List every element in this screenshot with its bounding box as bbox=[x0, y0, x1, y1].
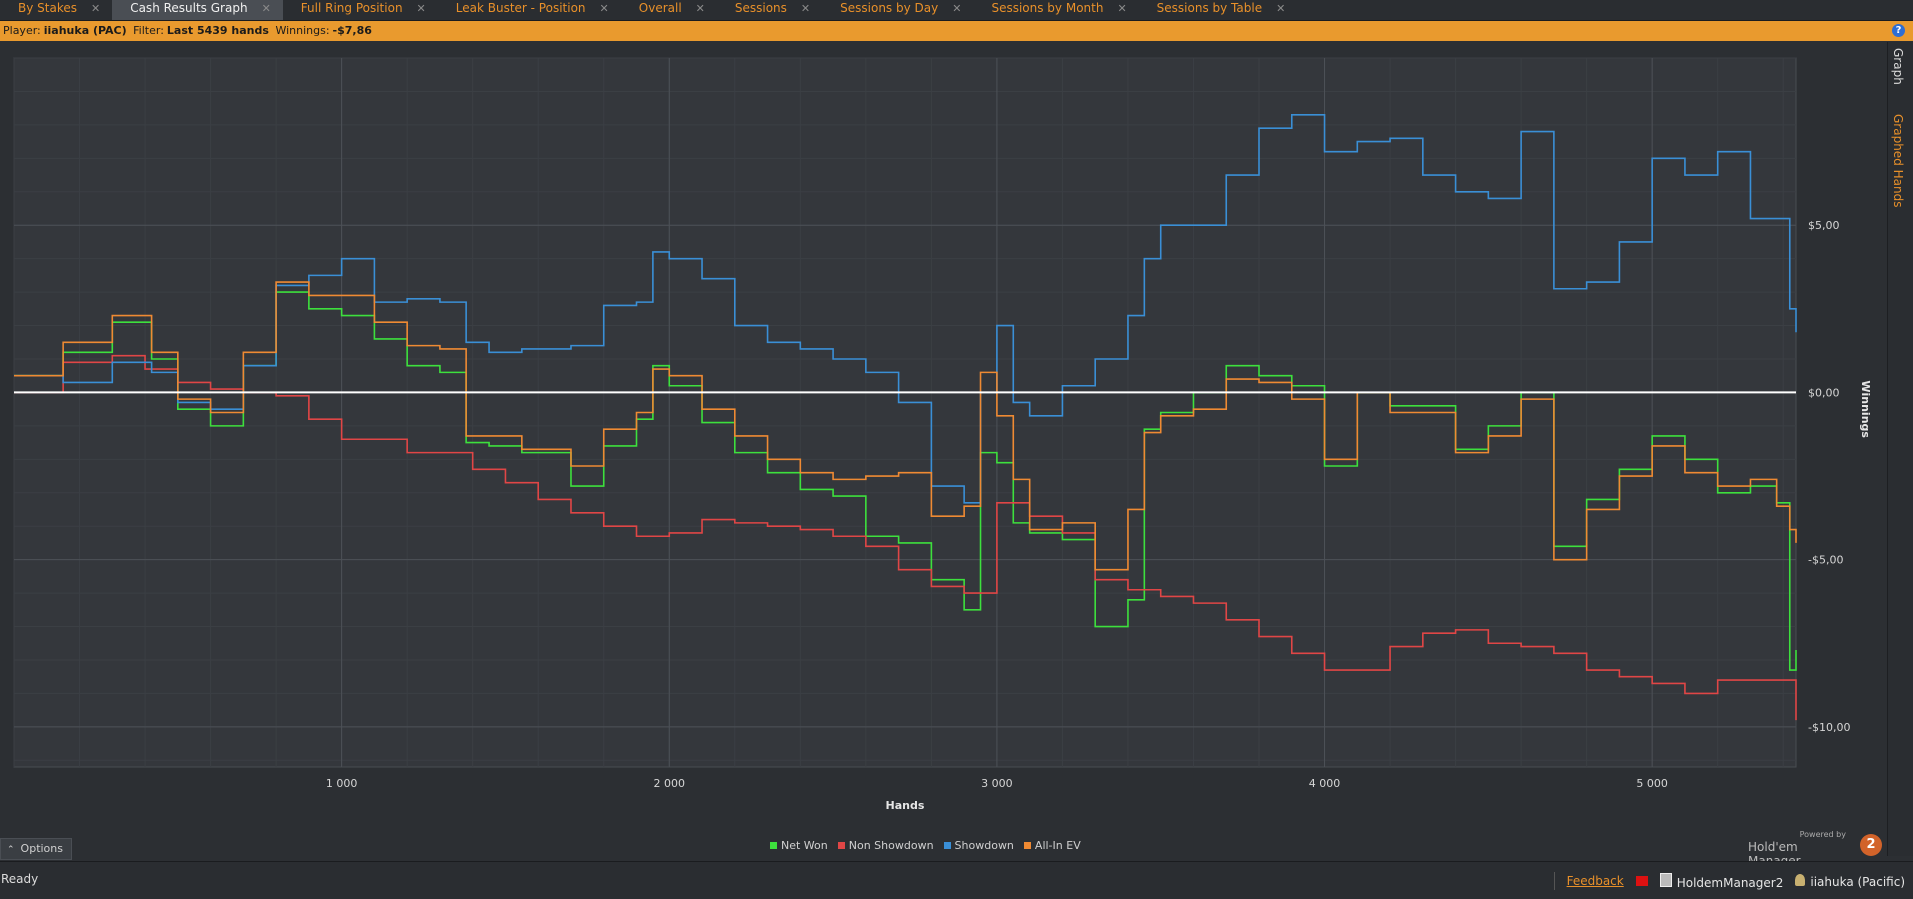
tab-label: Leak Buster - Position bbox=[455, 1, 586, 15]
tab-leak-buster-position[interactable]: Leak Buster - Position ✕ bbox=[438, 0, 621, 20]
player-name: iiahuka (PAC) bbox=[43, 24, 127, 37]
tab-label: Sessions by Month bbox=[991, 1, 1104, 15]
legend-swatch bbox=[770, 842, 777, 849]
tab-full-ring-position[interactable]: Full Ring Position ✕ bbox=[283, 0, 438, 20]
tab-label: Sessions bbox=[734, 1, 787, 15]
database-icon bbox=[1659, 872, 1672, 887]
close-icon[interactable]: ✕ bbox=[599, 2, 609, 15]
series-line-non-showdown bbox=[14, 354, 1797, 721]
tab-label: Full Ring Position bbox=[300, 1, 403, 15]
legend-label: Non Showdown bbox=[848, 839, 934, 852]
x-tick-label: 5 000 bbox=[1636, 777, 1668, 790]
close-icon[interactable]: ✕ bbox=[90, 2, 101, 15]
filter-label: Filter: bbox=[133, 24, 164, 37]
flag-icon[interactable] bbox=[1635, 876, 1648, 886]
plot-area bbox=[13, 57, 1797, 768]
app-status[interactable]: HoldemManager2 bbox=[1659, 872, 1784, 890]
tab-label: By Stakes bbox=[18, 1, 77, 15]
status-bar: Ready Feedback HoldemManager2 iiahuka (P… bbox=[0, 861, 1913, 899]
y-axis-title: Winnings bbox=[1859, 380, 1872, 438]
close-icon[interactable]: ✕ bbox=[1276, 2, 1286, 15]
help-icon[interactable]: ? bbox=[1892, 24, 1905, 37]
x-axis-title: Hands bbox=[886, 799, 925, 812]
side-panel: Graph Graphed Hands bbox=[1887, 42, 1913, 856]
close-icon[interactable]: ✕ bbox=[416, 2, 426, 15]
chevron-up-icon: ⌃ bbox=[7, 845, 15, 855]
tab-overall[interactable]: Overall ✕ bbox=[621, 0, 717, 20]
legend-item[interactable]: Non Showdown bbox=[837, 839, 934, 852]
options-button[interactable]: ⌃ Options bbox=[0, 838, 72, 860]
legend-swatch bbox=[837, 842, 845, 849]
user-name: iiahuka (Pacific) bbox=[1810, 874, 1905, 889]
tab-label: Sessions by Day bbox=[840, 1, 939, 15]
x-tick-label: 2 000 bbox=[654, 777, 686, 790]
close-icon[interactable]: ✕ bbox=[952, 2, 962, 15]
tab-graph[interactable]: Graph bbox=[1891, 48, 1905, 85]
user-icon bbox=[1795, 873, 1806, 886]
series-line-showdown bbox=[14, 114, 1797, 504]
tab-bar: By Stakes ✕ Cash Results Graph ✕ Full Ring P… bbox=[0, 0, 1913, 21]
tab-sessions-by-day[interactable]: Sessions by Day ✕ bbox=[822, 0, 973, 20]
y-tick-label: -$5,00 bbox=[1808, 554, 1843, 567]
powered-by-text: Powered by bbox=[1799, 830, 1846, 839]
tab-by-stakes[interactable]: By Stakes ✕ bbox=[0, 0, 112, 20]
user-status[interactable]: iiahuka (Pacific) bbox=[1795, 873, 1905, 889]
tab-sessions[interactable]: Sessions ✕ bbox=[717, 0, 822, 20]
results-chart: 1 000 2 000 3 000 4 000 5 000 $5,00 $0,00 -$5,0… bbox=[13, 57, 1872, 812]
status-separator bbox=[1553, 872, 1555, 890]
tab-label: Sessions by Table bbox=[1156, 1, 1263, 15]
x-tick-label: 4 000 bbox=[1309, 777, 1341, 790]
winnings-value: -$7,86 bbox=[332, 24, 372, 37]
tab-cash-results-graph[interactable]: Cash Results Graph ✕ bbox=[112, 0, 283, 20]
x-tick-label: 3 000 bbox=[981, 777, 1013, 790]
y-tick-label: $5,00 bbox=[1808, 219, 1840, 232]
winnings-label: Winnings: bbox=[275, 24, 330, 37]
powered-by-logo: Powered by Hold'em Manager 2 bbox=[1748, 830, 1888, 868]
player-label: Player: bbox=[3, 24, 41, 37]
legend-item[interactable]: All-In EV bbox=[1023, 839, 1081, 852]
tab-sessions-by-table[interactable]: Sessions by Table ✕ bbox=[1139, 0, 1298, 20]
close-icon[interactable]: ✕ bbox=[1117, 2, 1127, 15]
feedback-link[interactable]: Feedback bbox=[1566, 874, 1624, 888]
tab-label: Overall bbox=[638, 1, 682, 15]
y-tick-label: $0,00 bbox=[1808, 386, 1840, 399]
legend-swatch bbox=[943, 842, 951, 849]
y-tick-label: -$10,00 bbox=[1808, 721, 1850, 734]
close-icon[interactable]: ✕ bbox=[695, 2, 705, 15]
close-icon[interactable]: ✕ bbox=[800, 2, 811, 15]
options-label: Options bbox=[20, 842, 63, 855]
tab-sessions-by-month[interactable]: Sessions by Month ✕ bbox=[973, 0, 1138, 20]
legend-item[interactable]: Showdown bbox=[943, 839, 1014, 852]
legend-label: Net Won bbox=[781, 839, 828, 852]
tab-label: Cash Results Graph bbox=[130, 1, 248, 15]
status-text: Ready bbox=[1, 872, 39, 886]
legend-swatch bbox=[1023, 842, 1031, 849]
hm2-logo-icon: 2 bbox=[1860, 834, 1882, 856]
player-info-bar: Player: iiahuka (PAC) Filter: Last 5439 ha… bbox=[0, 21, 1913, 41]
legend-label: Showdown bbox=[954, 839, 1014, 852]
app-name: HoldemManager2 bbox=[1676, 875, 1784, 890]
legend-label: All-In EV bbox=[1034, 839, 1081, 852]
filter-value: Last 5439 hands bbox=[166, 24, 269, 37]
legend-item[interactable]: Net Won bbox=[770, 839, 828, 852]
chart-legend: Net Won Non Showdown Showdown All-In EV bbox=[770, 839, 1081, 852]
series-line-all-in-ev bbox=[14, 281, 1797, 571]
close-icon[interactable]: ✕ bbox=[261, 2, 271, 15]
tab-graphed-hands[interactable]: Graphed Hands bbox=[1891, 114, 1905, 208]
x-tick-label: 1 000 bbox=[326, 777, 358, 790]
